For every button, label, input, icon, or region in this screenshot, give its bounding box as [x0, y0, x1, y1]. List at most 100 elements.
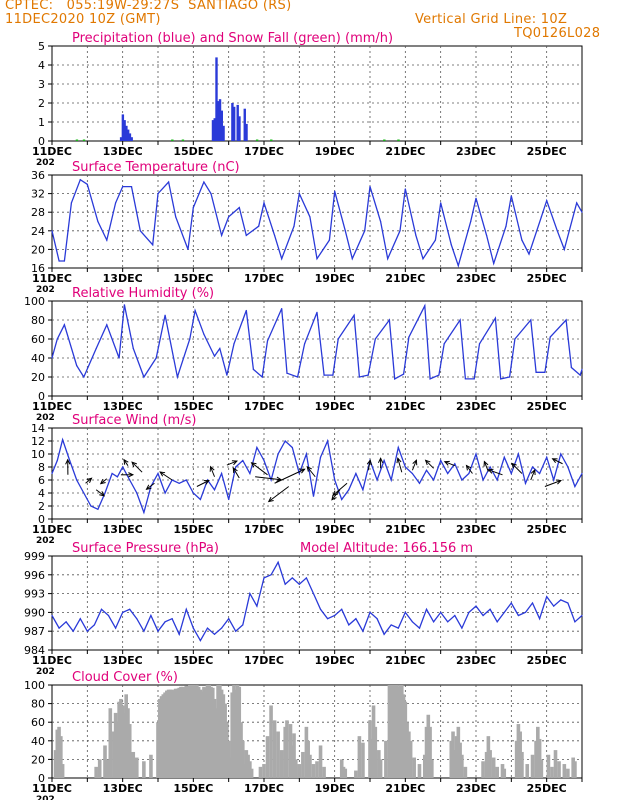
wind-arrow — [397, 458, 403, 473]
wind-arrow-head — [232, 467, 238, 474]
x-year-label: 202 — [36, 285, 55, 295]
wind-point — [390, 479, 392, 481]
wind-point — [489, 466, 491, 468]
cloud-bar — [241, 740, 245, 778]
rh-point — [358, 376, 360, 378]
wind-point — [157, 472, 159, 475]
rh-point — [245, 309, 247, 312]
rh-point — [464, 378, 466, 380]
rh-point — [374, 338, 376, 340]
wind-arrow — [131, 461, 143, 473]
wind-point — [199, 498, 201, 501]
pres-point — [362, 630, 364, 632]
pres-point — [560, 599, 562, 601]
wind-arrow-head — [443, 460, 450, 466]
wind-point — [433, 479, 435, 481]
wind-point — [129, 479, 131, 481]
temp-point — [351, 258, 353, 260]
x-date-label: 19DEC — [315, 145, 355, 158]
temp-point — [505, 225, 507, 227]
x-date-label: 17DEC — [244, 272, 284, 285]
wind-point — [242, 459, 244, 462]
precip-bar — [121, 114, 125, 141]
cloud-bar — [354, 770, 358, 778]
header-datetime: 11DEC2020 10Z (GMT) — [5, 12, 161, 27]
temp-point — [51, 230, 53, 232]
wind-point — [510, 472, 512, 475]
pres-point — [574, 621, 576, 623]
snow-bar — [82, 139, 86, 141]
x-date-label: 11DEC — [32, 654, 72, 667]
cloud-bar — [308, 754, 312, 778]
x-date-label: 19DEC — [315, 523, 355, 536]
temp-point — [122, 186, 124, 188]
wind-point — [298, 472, 300, 475]
rh-point — [233, 343, 235, 345]
x-date-label: 15DEC — [173, 145, 213, 158]
wind-point — [383, 459, 385, 462]
pres-point — [411, 621, 413, 623]
wind-arrow-head — [306, 465, 312, 472]
cloud-bar — [408, 740, 413, 778]
cloud-bar — [276, 731, 280, 778]
x-date-label: 15DEC — [173, 272, 213, 285]
pres-point — [51, 614, 53, 617]
snow-bar — [397, 139, 400, 141]
pres-point — [65, 621, 67, 623]
cloud-bar — [361, 742, 365, 778]
wind-arrow — [274, 468, 305, 484]
rh-point — [63, 324, 65, 326]
wind-point — [270, 479, 272, 481]
rh-line — [51, 303, 583, 380]
x-date-label: 23DEC — [456, 400, 496, 413]
wind-point — [97, 508, 99, 510]
cloud-bar — [537, 738, 542, 778]
wind-point — [143, 511, 145, 514]
temp-point — [440, 202, 442, 204]
x-date-label: 23DEC — [456, 782, 496, 795]
pres-point — [100, 608, 103, 610]
wind-arrow-head — [267, 496, 274, 503]
wind-point — [136, 492, 138, 494]
cloud-bar — [285, 720, 289, 778]
x-date-label: 19DEC — [315, 654, 355, 667]
wind-point — [496, 479, 498, 481]
pres-point — [277, 561, 279, 563]
pres-point — [468, 611, 470, 614]
rh-point — [286, 372, 288, 374]
x-date-label: 25DEC — [527, 782, 567, 795]
pres-point — [546, 596, 548, 598]
rh-point — [194, 309, 196, 312]
rh-point — [56, 338, 58, 340]
plot-frame — [51, 300, 583, 397]
rh-point — [494, 317, 497, 319]
pres-point — [213, 633, 216, 635]
snow-bar — [171, 139, 174, 141]
pres-point — [383, 633, 385, 635]
precip-bar — [222, 125, 225, 141]
wind-point — [503, 456, 505, 458]
cloud-bar — [495, 766, 499, 778]
cloud-bar — [97, 759, 102, 778]
precip-bar — [238, 116, 241, 141]
temp-point — [528, 253, 530, 255]
wind-arrow-head — [123, 458, 129, 465]
x-date-label: 21DEC — [385, 272, 425, 285]
rh-point — [95, 347, 97, 350]
wind-arrow — [367, 460, 371, 471]
rh-point — [76, 365, 78, 367]
precip-bar — [119, 137, 123, 141]
cloud-bar — [322, 766, 326, 778]
precip-bar — [125, 125, 128, 141]
wind-point — [454, 463, 456, 465]
temp-point — [415, 234, 417, 237]
rh-point — [219, 347, 221, 350]
temp-point — [546, 199, 548, 202]
rh-point — [261, 376, 263, 378]
plot-frame — [51, 45, 583, 142]
cloud-bar — [149, 754, 153, 778]
snow-bar — [75, 139, 79, 141]
wind-arrow — [306, 466, 316, 478]
rh-point — [266, 340, 269, 342]
wind-arrow-head — [377, 457, 384, 464]
